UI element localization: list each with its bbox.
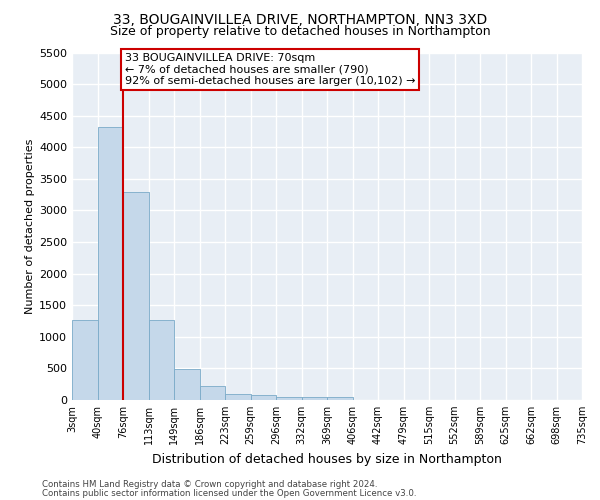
Text: Contains HM Land Registry data © Crown copyright and database right 2024.: Contains HM Land Registry data © Crown c… bbox=[42, 480, 377, 489]
Bar bbox=[302, 398, 327, 400]
Bar bbox=[225, 394, 251, 400]
Text: 33, BOUGAINVILLEA DRIVE, NORTHAMPTON, NN3 3XD: 33, BOUGAINVILLEA DRIVE, NORTHAMPTON, NN… bbox=[113, 12, 487, 26]
X-axis label: Distribution of detached houses by size in Northampton: Distribution of detached houses by size … bbox=[152, 452, 502, 466]
Text: Size of property relative to detached houses in Northampton: Size of property relative to detached ho… bbox=[110, 25, 490, 38]
Bar bbox=[72, 320, 97, 400]
Bar bbox=[123, 192, 149, 400]
Bar bbox=[149, 320, 174, 400]
Bar bbox=[251, 396, 276, 400]
Bar bbox=[276, 396, 302, 400]
Text: 33 BOUGAINVILLEA DRIVE: 70sqm
← 7% of detached houses are smaller (790)
92% of s: 33 BOUGAINVILLEA DRIVE: 70sqm ← 7% of de… bbox=[125, 52, 416, 86]
Bar bbox=[327, 396, 353, 400]
Bar bbox=[174, 369, 199, 400]
Y-axis label: Number of detached properties: Number of detached properties bbox=[25, 138, 35, 314]
Bar bbox=[97, 127, 123, 400]
Bar bbox=[199, 386, 225, 400]
Text: Contains public sector information licensed under the Open Government Licence v3: Contains public sector information licen… bbox=[42, 489, 416, 498]
